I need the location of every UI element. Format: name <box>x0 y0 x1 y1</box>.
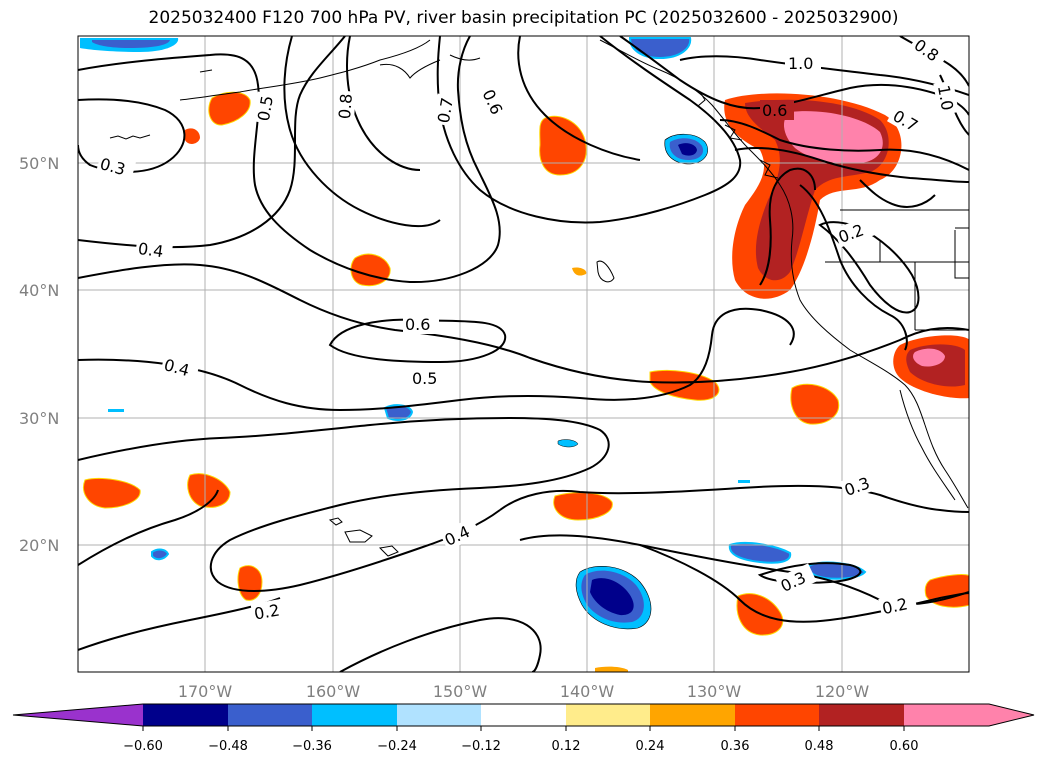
contour-label: 0.8 <box>335 93 356 120</box>
map-title: 2025032400 F120 700 hPa PV, river basin … <box>148 8 899 28</box>
contour-label: 0.7 <box>434 96 457 124</box>
colorbar-tick-label: −0.24 <box>377 739 417 754</box>
precip-blob <box>913 348 945 367</box>
lat-label: 40°N <box>19 281 59 300</box>
lat-label: 20°N <box>19 536 59 555</box>
colorbar-segment <box>566 704 650 726</box>
contour-label: 0.5 <box>254 94 277 122</box>
precip-blob <box>237 565 263 601</box>
lon-label: 150°W <box>433 682 488 701</box>
map-content: 1.0 0.8 1.0 0.7 0.6 0.5 0.8 0.7 0.6 0.3 … <box>78 36 969 672</box>
colorbar-segment <box>819 704 904 726</box>
colorbar: −0.60 −0.48 −0.36 −0.24 −0.12 0.12 0.24 … <box>12 703 1035 754</box>
colorbar-segment <box>481 704 566 726</box>
precip-blob-negative <box>557 439 579 448</box>
lon-label: 120°W <box>815 682 870 701</box>
precip-blob <box>185 128 200 144</box>
colorbar-tick-label: −0.12 <box>461 739 501 754</box>
colorbar-extend-low <box>13 704 143 726</box>
precip-blob <box>595 666 628 672</box>
lon-label: 160°W <box>306 682 361 701</box>
colorbar-tick-label: 0.36 <box>721 739 750 754</box>
contour-label: 1.0 <box>788 54 813 73</box>
colorbar-segment <box>735 704 819 726</box>
contour-label: 0.6 <box>405 315 430 334</box>
colorbar-extend-high <box>989 704 1034 726</box>
contour-labels: 1.0 0.8 1.0 0.7 0.6 0.5 0.8 0.7 0.6 0.3 … <box>96 36 959 624</box>
colorbar-tick-label: 0.48 <box>805 739 834 754</box>
colorbar-tick-label: 0.24 <box>636 739 665 754</box>
map-frame <box>77 35 970 673</box>
precip-blob-negative <box>728 542 792 564</box>
precip-blob <box>572 267 587 276</box>
colorbar-segment <box>143 704 228 726</box>
latitude-axis: 50°N 40°N 30°N 20°N <box>19 154 59 555</box>
colorbar-tick-label: −0.36 <box>292 739 332 754</box>
colorbar-tick-label: 0.60 <box>890 739 919 754</box>
lon-label: 170°W <box>178 682 233 701</box>
contour-label: 0.5 <box>412 369 437 388</box>
precip-blob-negative <box>108 409 124 412</box>
contour-label: 1.0 <box>934 84 957 112</box>
graticule <box>78 36 969 672</box>
contour-label: 0.4 <box>137 239 165 261</box>
lon-label: 140°W <box>560 682 615 701</box>
precip-blob-negative <box>92 40 170 48</box>
precip-blob <box>187 473 231 508</box>
colorbar-segment <box>650 704 735 726</box>
contour-label: 0.2 <box>880 594 909 618</box>
precip-blob-negative <box>678 143 697 156</box>
colorbar-tick-label: −0.60 <box>123 739 163 754</box>
precip-blob <box>539 115 587 176</box>
contour-label: 0.6 <box>762 101 787 120</box>
lat-label: 30°N <box>19 409 59 428</box>
precip-blob-negative <box>383 404 414 421</box>
colorbar-segment <box>228 704 312 726</box>
colorbar-tick-label: −0.48 <box>208 739 248 754</box>
longitude-axis: 170°W 160°W 150°W 140°W 130°W 120°W <box>178 682 870 701</box>
precip-blob <box>83 477 141 509</box>
colorbar-segment <box>312 704 397 726</box>
colorbar-segment <box>397 704 481 726</box>
lon-label: 130°W <box>687 682 742 701</box>
colorbar-tick-label: 0.12 <box>552 739 581 754</box>
precip-blob-negative <box>151 548 170 561</box>
colorbar-segment <box>904 704 989 726</box>
precip-blob-negative <box>738 480 750 483</box>
lat-label: 50°N <box>19 154 59 173</box>
contour-label: 0.2 <box>253 600 281 623</box>
precip-blob-negative <box>590 578 634 616</box>
